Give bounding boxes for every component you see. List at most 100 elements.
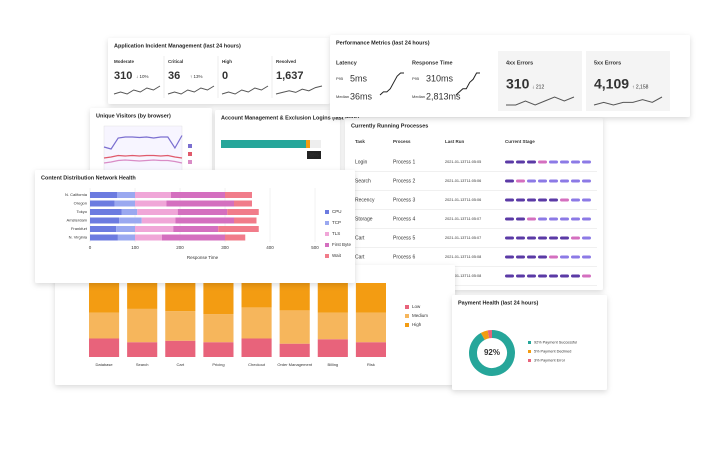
stage-segment (582, 236, 591, 240)
x-tick-label: Search (136, 362, 149, 367)
visitor-line (103, 154, 183, 159)
panel-title: Account Management & Exclusion Logins (l… (221, 115, 359, 121)
stage-segment (527, 179, 536, 183)
stage-segment (527, 160, 536, 164)
row-value: 36ms (350, 91, 373, 101)
legend-swatch (325, 254, 329, 258)
cpu-bar-segment (89, 283, 120, 313)
metric-card (586, 51, 670, 111)
stage-segment (560, 160, 569, 164)
sparkline (167, 85, 215, 95)
cdn-bar-segment (90, 192, 117, 198)
stage-segment (505, 198, 514, 202)
stage-segment (527, 217, 536, 221)
cpu-bar-segment (355, 283, 386, 313)
stage-segment (571, 217, 580, 221)
stage-segment (560, 236, 569, 240)
stage-segment (571, 255, 580, 259)
stage-segment (516, 255, 525, 259)
progress-label: 85% (309, 153, 318, 158)
cdn-bar-segment (135, 226, 174, 232)
legend-swatch (405, 305, 409, 309)
stage-segment (516, 236, 525, 240)
process: Process 3 (393, 197, 415, 203)
legend-swatch (528, 341, 531, 344)
legend-label: First Byte (332, 242, 351, 247)
last-run: 2021-01-13T11:05:07 (445, 236, 481, 240)
y-tick-label: N. California (65, 192, 88, 197)
stage-segment (560, 255, 569, 259)
metric-change: ↑ 2,158 (632, 84, 649, 90)
cpu-bar-segment (317, 312, 348, 340)
task: Search (355, 178, 371, 184)
cpu-bar-segment (89, 338, 120, 357)
incidents-panel: Application Incident Management (last 24… (108, 38, 330, 104)
last-run: 2021-01-13T11:05:06 (445, 198, 481, 202)
label-bg (307, 151, 321, 159)
panel-title: Unique Visitors (by browser) (96, 113, 171, 119)
x-tick-label: Checkout (248, 362, 266, 367)
legend-label: TCP (332, 220, 341, 225)
last-run: 2021-01-13T11:05:07 (445, 217, 481, 221)
y-tick-label: Frankfurt (71, 226, 88, 231)
stage-segment (560, 217, 569, 221)
cpu-bar-segment (241, 307, 272, 339)
processes-panel: Currently Running Processes Task Process La… (345, 118, 603, 290)
stage-segment (549, 160, 558, 164)
stage-segment (538, 160, 547, 164)
stat-change: ↓ 10% (136, 74, 149, 79)
panel-title: Content Distribution Network Health (41, 175, 136, 181)
x-tick-label: Risk (367, 362, 375, 367)
metric-label: Response Time (412, 60, 453, 66)
process: Process 5 (393, 235, 415, 241)
stage-segment (582, 255, 591, 259)
sparkline (593, 96, 663, 106)
sparkline (455, 72, 480, 96)
stage-segment (549, 255, 558, 259)
stage-segment (582, 217, 591, 221)
stage-segment (571, 274, 580, 278)
cpu-bar-segment (203, 342, 234, 357)
last-run: 2021-01-13T11:05:05 (445, 160, 481, 164)
stage-segment (505, 179, 514, 183)
stage-segment (549, 179, 558, 183)
stage-segment (516, 198, 525, 202)
legend-swatch (325, 210, 329, 214)
stat-label: Critical (168, 59, 183, 64)
legend-swatch (405, 323, 409, 327)
metric-value: 4,109 (594, 76, 629, 92)
cdn-bar-segment (135, 200, 167, 207)
stage-segment (527, 198, 536, 202)
cpu-bar-segment (317, 339, 348, 357)
stage-segment (549, 274, 558, 278)
cdn-bar-segment (173, 226, 219, 232)
column-header: Task (355, 139, 365, 144)
last-run: 2021-01-13T11:05:08 (445, 255, 481, 259)
legend-swatch (325, 221, 329, 225)
row-value: 310ms (426, 73, 454, 83)
y-tick-label: Amsterdam (67, 218, 88, 223)
cpu-bar-segment (165, 340, 196, 357)
cdn-bar-segment (119, 217, 142, 224)
x-tick-label: Cart (177, 362, 185, 367)
stage-segment (505, 217, 514, 221)
legend-swatch (528, 350, 531, 353)
metric-label: Latency (336, 60, 358, 66)
visitor-line (103, 159, 183, 164)
cpu-panel: eCommerce Infrastructure CPU UsageDataba… (55, 265, 455, 385)
cpu-bar-segment (279, 310, 310, 344)
y-tick-label: N. Virginia (69, 235, 88, 240)
metric-label: 5xx Errors (594, 60, 621, 66)
process: Process 1 (393, 159, 415, 165)
cdn-bar-segment (166, 200, 234, 207)
cdn-bar-segment (225, 234, 246, 241)
cdn-bar-segment (218, 226, 259, 232)
legend-swatch (188, 144, 192, 148)
process: Process 6 (393, 254, 415, 260)
task: Cart (355, 235, 365, 241)
sparkline (379, 72, 404, 96)
plot-bg (103, 125, 183, 179)
stage-segment (582, 179, 591, 183)
stage-segment (560, 179, 569, 183)
